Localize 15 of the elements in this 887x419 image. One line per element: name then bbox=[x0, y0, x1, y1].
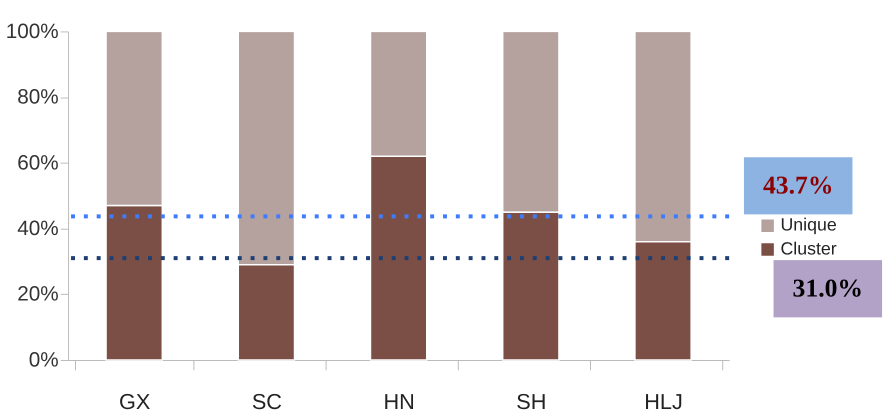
x-tick-label: HN bbox=[383, 388, 415, 414]
ref-line-label: 31.0% bbox=[792, 274, 864, 303]
y-tick-label: 40% bbox=[17, 216, 59, 240]
y-tick-label: 100% bbox=[6, 20, 59, 43]
y-tick-label: 60% bbox=[17, 151, 59, 174]
legend-label: Cluster bbox=[780, 238, 837, 258]
x-tick-label: SH bbox=[516, 388, 546, 414]
y-tick-label: 80% bbox=[17, 86, 59, 109]
x-tick-label: HLJ bbox=[644, 388, 683, 414]
ref-line-label: 43.7% bbox=[762, 170, 834, 200]
x-tick-label: SC bbox=[252, 388, 282, 414]
y-tick-label: 20% bbox=[17, 282, 59, 306]
y-tick-label: 0% bbox=[28, 348, 59, 372]
x-tick-label: GX bbox=[119, 388, 151, 414]
legend-label: Unique bbox=[780, 214, 837, 235]
